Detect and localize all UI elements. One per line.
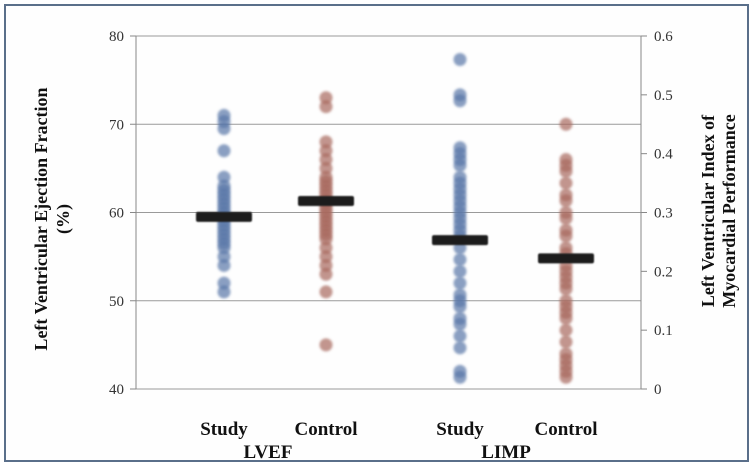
data-point bbox=[453, 53, 467, 67]
left-tick-labels: 40 50 60 70 80 bbox=[109, 29, 124, 398]
chart-frame: 40 50 60 70 80 0 0.1 0.2 0.3 0.4 0.5 0.6 Left Vent… bbox=[4, 4, 749, 463]
data-point bbox=[217, 258, 231, 272]
data-point bbox=[559, 282, 573, 296]
median-bar bbox=[432, 235, 488, 246]
data-point bbox=[559, 323, 573, 337]
right-tick-labels: 0 0.1 0.2 0.3 0.4 0.5 0.6 bbox=[654, 29, 673, 398]
right-axis-title-line-1: Left Ventricular Index of bbox=[698, 114, 718, 307]
right-tick-label: 0.4 bbox=[654, 147, 673, 163]
data-point bbox=[217, 144, 231, 158]
data-point bbox=[217, 285, 231, 299]
median-bar bbox=[538, 253, 594, 264]
data-point bbox=[559, 117, 573, 131]
right-tick-label: 0 bbox=[654, 382, 662, 398]
right-tick-label: 0.2 bbox=[654, 264, 673, 280]
dot-plot-chart: 40 50 60 70 80 0 0.1 0.2 0.3 0.4 0.5 0.6 Left Vent… bbox=[31, 29, 739, 463]
left-axis-title-line-1: Left Ventricular Ejection Fraction bbox=[31, 87, 51, 350]
left-tick-label: 80 bbox=[109, 29, 124, 45]
category-label-limp-control: Control bbox=[535, 419, 598, 440]
data-point bbox=[559, 335, 573, 349]
axes bbox=[130, 35, 647, 390]
right-tick-label: 0.5 bbox=[654, 88, 673, 104]
median-bar bbox=[196, 211, 252, 222]
data-point bbox=[319, 100, 333, 114]
data-point bbox=[453, 329, 467, 343]
left-axis-title-line-2: (%) bbox=[53, 204, 74, 234]
data-point bbox=[559, 164, 573, 178]
data-point bbox=[559, 229, 573, 243]
left-tick-label: 50 bbox=[109, 294, 124, 310]
data-point bbox=[453, 94, 467, 108]
data-point bbox=[453, 264, 467, 278]
data-point bbox=[559, 211, 573, 225]
median-bars bbox=[196, 196, 594, 264]
data-point bbox=[453, 370, 467, 384]
data-point bbox=[453, 158, 467, 172]
right-tick-label: 0.6 bbox=[654, 29, 673, 45]
category-label-limp-study: Study bbox=[436, 419, 484, 440]
data-points bbox=[217, 53, 573, 384]
data-point bbox=[319, 285, 333, 299]
group-label-lvef: LVEF bbox=[244, 442, 293, 463]
data-point bbox=[453, 276, 467, 290]
category-label-lvef-study: Study bbox=[200, 419, 248, 440]
data-point bbox=[319, 338, 333, 352]
data-point bbox=[559, 176, 573, 190]
data-point bbox=[453, 341, 467, 355]
data-point bbox=[559, 311, 573, 325]
data-point bbox=[559, 370, 573, 384]
category-label-lvef-control: Control bbox=[295, 419, 358, 440]
left-tick-label: 40 bbox=[109, 382, 124, 398]
left-tick-label: 60 bbox=[109, 206, 124, 222]
right-tick-label: 0.3 bbox=[654, 206, 673, 222]
right-tick-label: 0.1 bbox=[654, 323, 673, 339]
right-axis-title-line-2: Myocardial Performance bbox=[719, 114, 739, 307]
data-point bbox=[453, 253, 467, 267]
data-point bbox=[217, 122, 231, 136]
group-label-limp: LIMP bbox=[481, 442, 531, 463]
data-point bbox=[453, 317, 467, 331]
data-point bbox=[453, 300, 467, 314]
data-point bbox=[319, 267, 333, 281]
left-tick-label: 70 bbox=[109, 117, 124, 133]
data-point bbox=[559, 194, 573, 208]
median-bar bbox=[298, 196, 354, 207]
